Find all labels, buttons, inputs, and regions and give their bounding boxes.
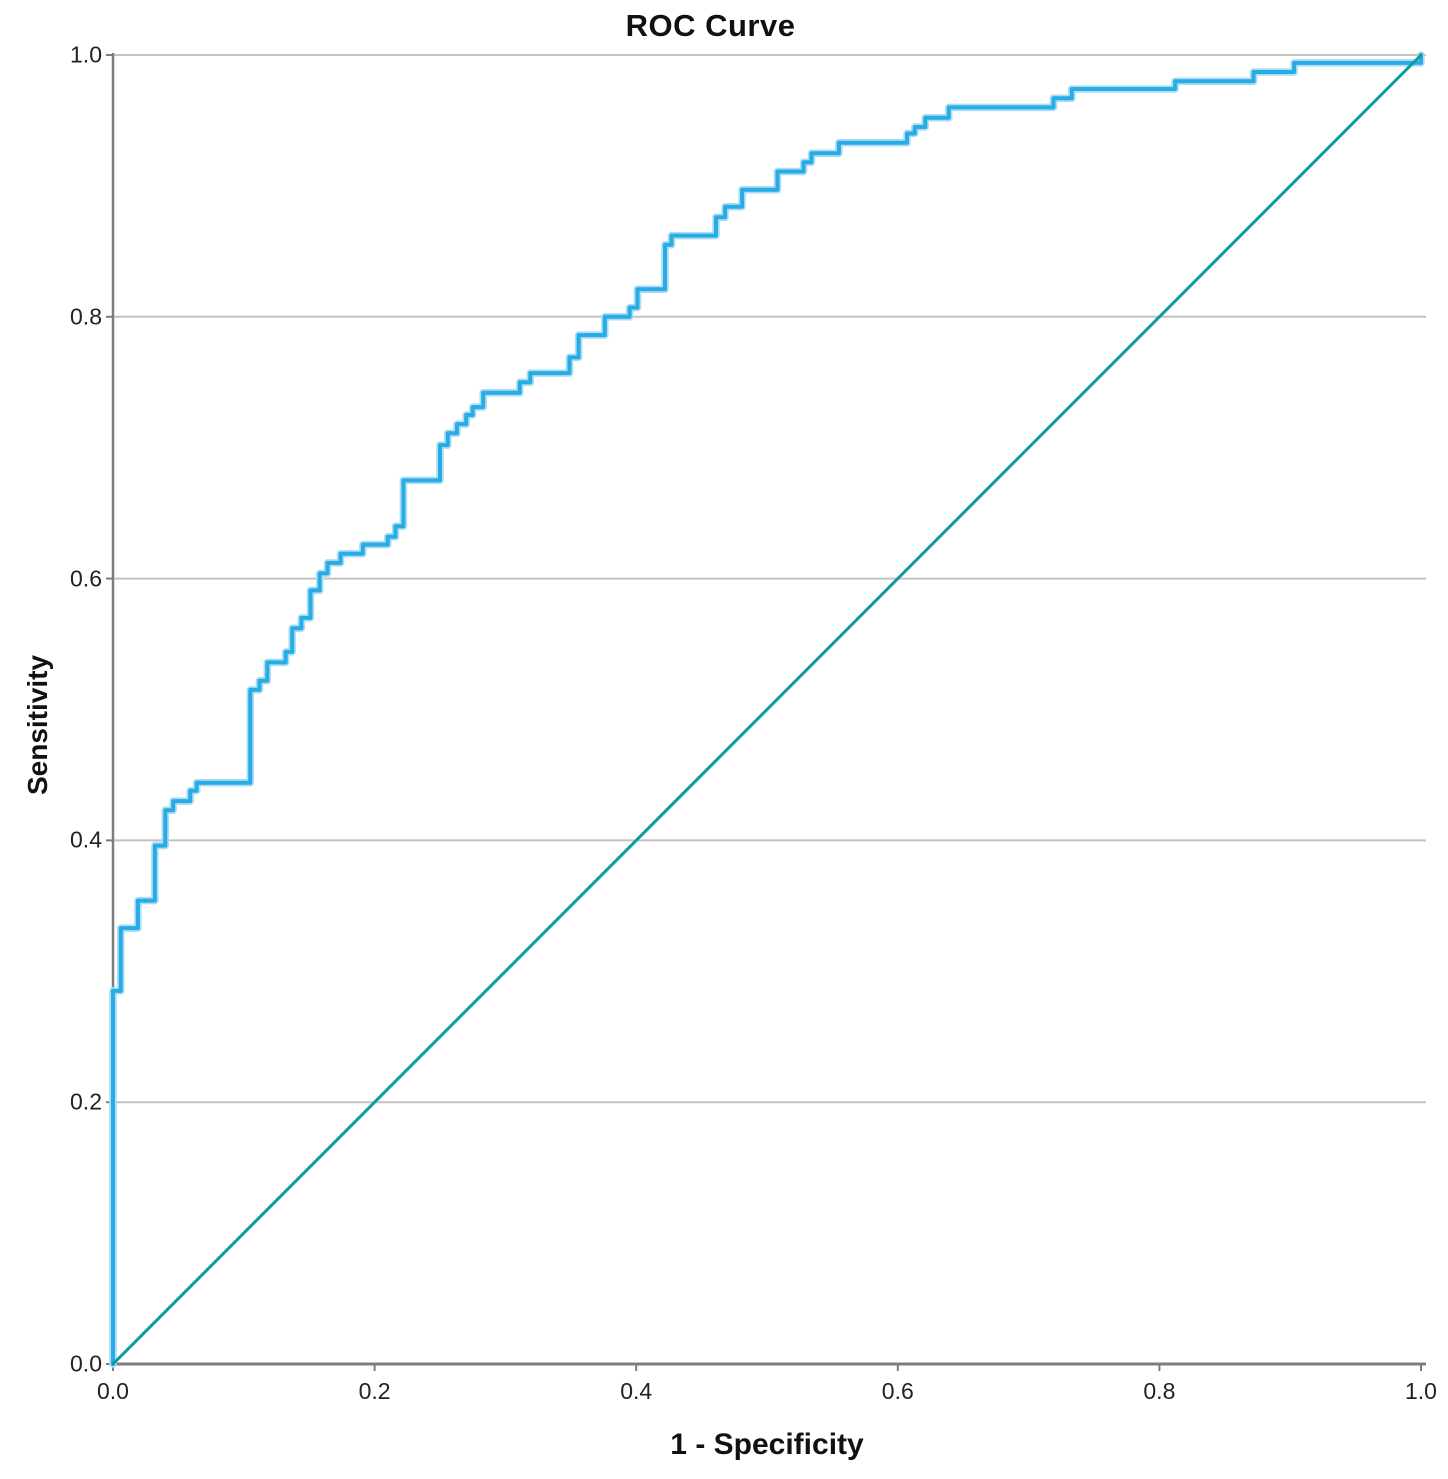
y-axis-title: Sensitivity [22,654,53,796]
x-tick-label: 0.2 [358,1378,391,1404]
series-lines [109,51,1425,1368]
x-axis-title: 1 - Specificity [670,1428,864,1461]
x-tick-label: 1.0 [1405,1378,1437,1404]
gridlines [113,54,1426,1104]
x-tick-label: 0.6 [881,1378,914,1404]
y-tick-label: 0.4 [70,826,102,853]
y-tick-label: 0.0 [70,1350,102,1377]
y-tick-label: 0.8 [70,303,102,330]
y-tick-label: 0.6 [70,565,102,592]
reference-diagonal-line [111,53,1423,1366]
x-tick-label: 0.4 [620,1378,653,1404]
y-tick-label: 1.0 [70,41,102,68]
y-tick-label: 0.2 [70,1088,102,1115]
x-tick-label: 0.0 [97,1378,129,1404]
chart-title: ROC Curve [625,8,796,43]
roc-curve-line [111,53,1423,1366]
x-tick-label: 0.8 [1143,1378,1176,1404]
